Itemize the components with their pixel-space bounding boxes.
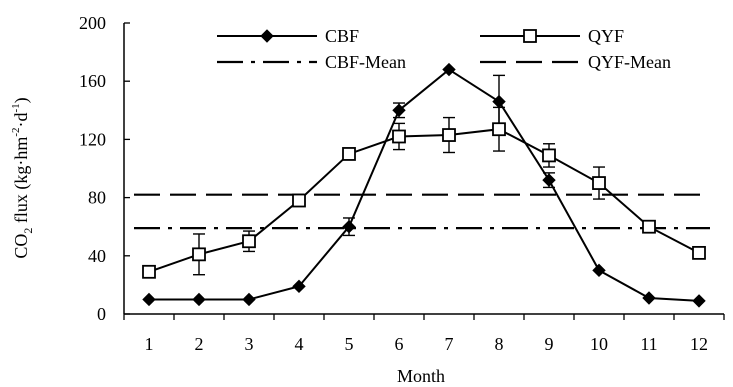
data-point-qyf <box>142 264 156 279</box>
legend-label-qyf: QYF <box>588 26 624 46</box>
data-point-cbf <box>592 263 606 278</box>
y-tick-label: 160 <box>79 71 106 91</box>
x-tick-label: 5 <box>345 334 354 354</box>
data-point-cbf <box>392 103 406 118</box>
data-point-cbf <box>542 173 556 187</box>
legend-label-qyf-mean: QYF-Mean <box>588 52 671 72</box>
data-point-cbf <box>242 292 256 307</box>
y-tick-label: 80 <box>88 188 106 208</box>
series-cbf <box>142 62 706 308</box>
x-tick-label: 10 <box>590 334 608 354</box>
y-tick-label: 120 <box>79 129 106 149</box>
x-axis-title: Month <box>397 366 445 386</box>
x-tick-label: 11 <box>640 334 657 354</box>
legend-marker-cbf <box>260 29 274 43</box>
data-point-cbf <box>492 94 506 109</box>
legend-marker-qyf <box>523 29 537 43</box>
data-point-cbf <box>442 62 456 77</box>
x-tick-label: 7 <box>445 334 454 354</box>
data-point-qyf <box>642 219 656 234</box>
y-axis-title: CO2 flux (kg·hm-2·d-1) <box>10 97 35 258</box>
x-tick-label: 1 <box>145 334 154 354</box>
data-point-qyf <box>692 245 706 260</box>
series-qyf <box>142 106 706 279</box>
data-point-qyf <box>392 129 406 144</box>
data-point-cbf <box>342 219 356 234</box>
data-point-qyf <box>242 234 256 249</box>
x-tick-label: 8 <box>495 334 504 354</box>
legend-label-cbf: CBF <box>325 26 359 46</box>
data-point-cbf <box>292 279 306 294</box>
data-point-qyf <box>342 147 356 161</box>
x-tick-label: 9 <box>545 334 554 354</box>
data-point-qyf <box>442 128 456 142</box>
x-tick-label: 4 <box>295 334 304 354</box>
y-tick-label: 200 <box>79 13 106 33</box>
x-tick-label: 12 <box>690 334 708 354</box>
legend: CBF QYF CBF-Mean QYF-Mean <box>217 26 671 72</box>
data-point-cbf <box>142 292 156 307</box>
y-tick-label: 0 <box>97 304 106 324</box>
x-tick-label: 2 <box>195 334 204 354</box>
data-point-qyf <box>542 148 556 163</box>
x-tick-label: 3 <box>245 334 254 354</box>
x-tick-label: 6 <box>395 334 404 354</box>
series-layer <box>142 62 706 308</box>
series-line-qyf <box>148 128 700 273</box>
data-point-qyf <box>292 193 306 208</box>
data-point-qyf <box>492 122 506 137</box>
data-point-qyf <box>192 247 206 262</box>
data-point-cbf <box>642 291 656 305</box>
reference-lines <box>134 193 710 230</box>
data-point-qyf <box>592 176 606 190</box>
legend-label-cbf-mean: CBF-Mean <box>325 52 406 72</box>
series-line-cbf <box>149 68 700 302</box>
y-tick-label: 40 <box>88 246 106 266</box>
data-point-cbf <box>192 292 206 307</box>
data-point-cbf <box>692 294 706 308</box>
